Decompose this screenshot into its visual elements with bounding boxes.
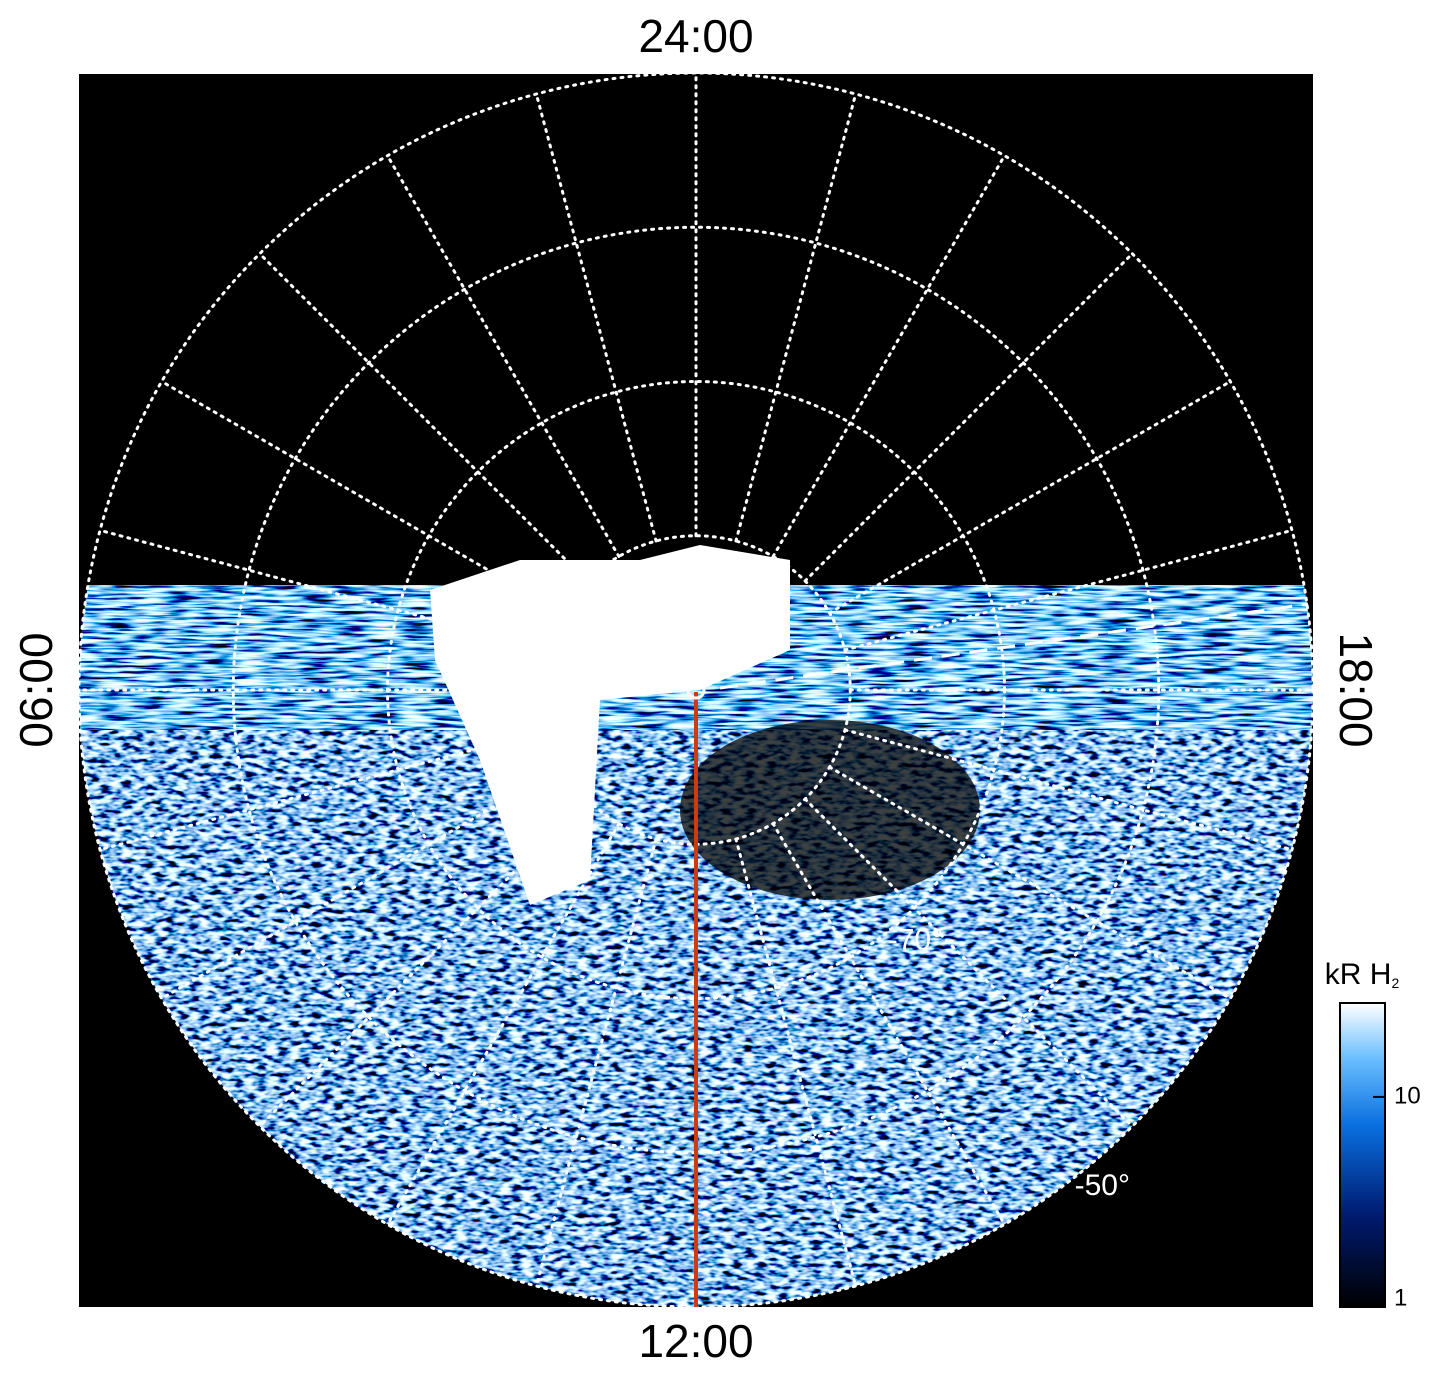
- time-label: 12:00: [638, 1315, 753, 1367]
- colorbar-title-subscript: 2: [1391, 975, 1399, 991]
- meridian: [734, 837, 858, 1288]
- meridian: [386, 154, 621, 558]
- meridian: [258, 252, 589, 583]
- meridian: [843, 728, 1294, 852]
- colorbar-title: kR H2: [1325, 958, 1400, 991]
- colorbar: [1339, 1002, 1386, 1308]
- colorbar-tick-label: 1: [1394, 1284, 1407, 1311]
- meridian: [160, 765, 564, 1000]
- meridian: [803, 797, 1134, 1128]
- meridian: [828, 380, 1232, 615]
- meridian: [771, 822, 1006, 1226]
- pole-marker: [686, 680, 706, 700]
- meridian: [98, 728, 549, 852]
- dashed-line: [719, 602, 1309, 690]
- bright-region: [430, 545, 790, 905]
- meridian: [803, 252, 1134, 583]
- meridian: [160, 380, 564, 615]
- colorbar-ticks: 1 10: [1373, 1082, 1421, 1311]
- time-label: 24:00: [638, 10, 753, 62]
- dark-region: [680, 720, 980, 900]
- meridian: [828, 765, 1232, 1000]
- colorbar-title-text: kR H: [1325, 958, 1392, 991]
- time-label: 06:00: [10, 632, 62, 747]
- meridian: [534, 837, 658, 1288]
- meridian: [534, 92, 658, 543]
- meridian: [843, 528, 1294, 652]
- meridian: [258, 797, 589, 1128]
- latitude-label: -50°: [1075, 1169, 1130, 1202]
- meridian: [386, 822, 621, 1226]
- latitude-label: -70°: [888, 924, 943, 957]
- meridian: [98, 528, 549, 652]
- meridian: [771, 154, 1006, 558]
- meridian: [734, 92, 858, 543]
- time-label: 18:00: [1330, 632, 1382, 747]
- colorbar-tick-label: 10: [1394, 1082, 1421, 1109]
